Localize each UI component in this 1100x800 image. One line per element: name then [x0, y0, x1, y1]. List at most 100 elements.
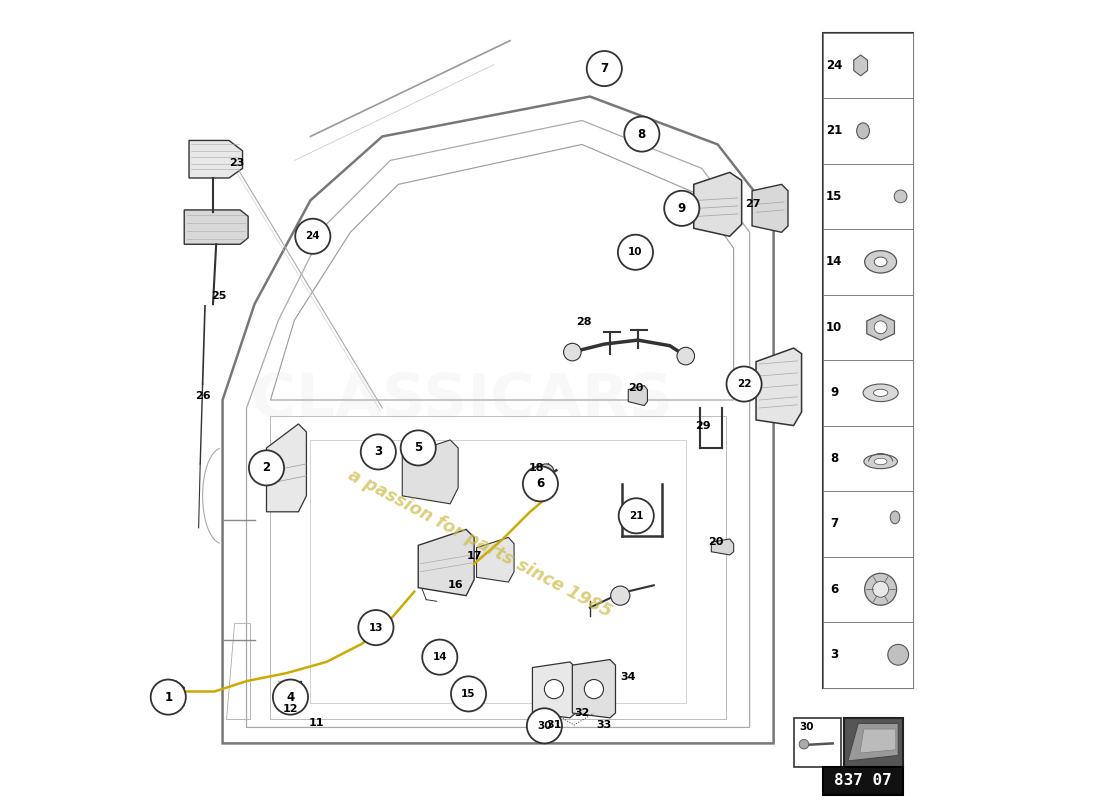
Circle shape [584, 679, 604, 698]
Bar [823, 294, 913, 360]
Circle shape [359, 610, 394, 645]
Text: 1: 1 [164, 690, 173, 703]
Circle shape [527, 708, 562, 743]
Text: 5: 5 [414, 442, 422, 454]
Ellipse shape [864, 454, 898, 469]
Text: 9: 9 [830, 386, 838, 399]
Bar [823, 164, 913, 229]
Text: 10: 10 [628, 247, 642, 258]
Text: 11: 11 [309, 718, 324, 729]
Text: 20: 20 [708, 537, 724, 547]
Polygon shape [476, 538, 514, 582]
Text: 18: 18 [529, 463, 544, 473]
Circle shape [874, 321, 887, 334]
Polygon shape [854, 55, 868, 76]
Circle shape [361, 434, 396, 470]
Circle shape [664, 190, 700, 226]
Circle shape [618, 234, 653, 270]
Text: CLASSICARS: CLASSICARS [251, 370, 673, 430]
Text: 14: 14 [432, 652, 447, 662]
Text: 15: 15 [826, 190, 843, 203]
Text: 8: 8 [638, 127, 646, 141]
Circle shape [151, 679, 186, 714]
Circle shape [544, 679, 563, 698]
Text: 27: 27 [745, 199, 760, 210]
Bar [823, 98, 913, 164]
Bar [823, 622, 913, 687]
Text: 6: 6 [830, 582, 838, 596]
Text: 26: 26 [195, 391, 210, 401]
Polygon shape [189, 141, 242, 178]
Polygon shape [418, 530, 474, 596]
Text: 4: 4 [286, 690, 295, 703]
Text: 28: 28 [576, 317, 592, 326]
Polygon shape [848, 723, 899, 761]
Text: 3: 3 [374, 446, 383, 458]
Circle shape [586, 51, 622, 86]
Text: 7: 7 [830, 518, 838, 530]
Text: 14: 14 [826, 255, 843, 268]
Text: 25: 25 [211, 291, 227, 301]
Polygon shape [266, 424, 307, 512]
Bar [794, 718, 840, 767]
Circle shape [618, 498, 653, 534]
Text: 10: 10 [826, 321, 843, 334]
Bar [823, 557, 913, 622]
Text: 24: 24 [306, 231, 320, 242]
Bar [823, 766, 903, 795]
Circle shape [676, 347, 694, 365]
Text: 9: 9 [678, 202, 686, 215]
Polygon shape [712, 539, 734, 555]
Polygon shape [860, 729, 895, 753]
Circle shape [249, 450, 284, 486]
Ellipse shape [874, 458, 887, 465]
Polygon shape [532, 662, 575, 718]
Text: 30: 30 [800, 722, 814, 732]
Text: 20: 20 [628, 383, 643, 393]
Circle shape [273, 679, 308, 714]
Text: 3: 3 [830, 648, 838, 662]
Polygon shape [752, 184, 788, 232]
Polygon shape [572, 659, 616, 718]
Ellipse shape [857, 123, 869, 139]
Text: 6: 6 [537, 478, 544, 490]
Text: a passion for parts since 1985: a passion for parts since 1985 [344, 466, 615, 621]
Text: 17: 17 [466, 550, 482, 561]
Text: 31: 31 [547, 720, 562, 730]
Text: 30: 30 [537, 721, 552, 731]
Text: 22: 22 [737, 379, 751, 389]
Ellipse shape [873, 390, 888, 397]
Text: 7: 7 [601, 62, 608, 75]
Polygon shape [403, 440, 459, 504]
Bar [823, 33, 913, 98]
Text: 23: 23 [229, 158, 244, 168]
Text: 13: 13 [368, 622, 383, 633]
Polygon shape [628, 386, 648, 406]
Bar [823, 426, 913, 491]
Text: 15: 15 [461, 689, 476, 699]
Circle shape [726, 366, 761, 402]
Bar [823, 360, 913, 426]
Bar [823, 33, 913, 687]
Polygon shape [867, 314, 894, 340]
Polygon shape [161, 681, 184, 711]
Ellipse shape [874, 257, 887, 266]
Circle shape [625, 117, 659, 152]
Bar [844, 718, 903, 767]
Text: 29: 29 [695, 421, 711, 430]
Circle shape [610, 586, 630, 606]
Circle shape [538, 464, 554, 480]
Circle shape [400, 430, 436, 466]
Text: 34: 34 [620, 672, 636, 682]
Circle shape [888, 644, 909, 665]
Text: 33: 33 [596, 720, 612, 730]
Text: 21: 21 [629, 510, 644, 521]
Text: 21: 21 [826, 124, 843, 138]
Ellipse shape [890, 511, 900, 524]
Circle shape [422, 639, 458, 674]
Ellipse shape [864, 384, 899, 402]
Text: 837 07: 837 07 [834, 774, 892, 789]
Ellipse shape [865, 250, 896, 273]
Circle shape [522, 466, 558, 502]
Circle shape [800, 739, 808, 749]
